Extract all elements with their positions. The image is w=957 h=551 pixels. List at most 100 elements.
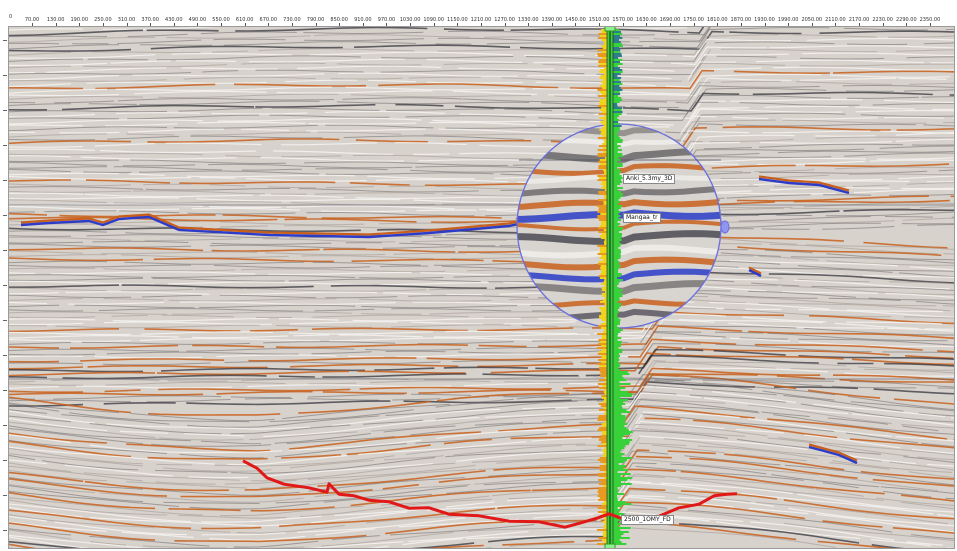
horizon-label-anki[interactable]: Anki_5.3my_3D — [623, 174, 676, 184]
blue-horizon-line[interactable] — [748, 268, 762, 278]
log-right-curve-sample — [613, 305, 621, 307]
reflector-segment — [9, 434, 72, 444]
reflector-segment — [689, 457, 858, 479]
log-right-curve-sample — [613, 103, 618, 105]
reflector-segment — [249, 431, 358, 440]
reflector-segment — [462, 98, 668, 103]
log-right-curve-sample — [613, 477, 633, 479]
reflector-segment — [755, 59, 924, 64]
interpreted-blue-horizons[interactable] — [20, 175, 858, 465]
log-right-curve-sample — [613, 225, 619, 227]
log-left-curve-sample — [599, 371, 607, 373]
log-right-curve-sample — [613, 395, 632, 397]
reflector-segment — [241, 268, 446, 273]
y-tick-mark — [3, 425, 7, 426]
log-left-curve-sample — [603, 451, 607, 453]
reflector-segment — [747, 290, 857, 298]
reflector-segment — [9, 402, 120, 414]
reflector-segment — [888, 193, 954, 197]
reflector-segment — [383, 425, 456, 433]
reflector-segment — [167, 380, 228, 382]
reflector-segment — [938, 169, 954, 172]
reflector-segment — [9, 446, 216, 465]
reflector-segment — [9, 205, 180, 211]
log-left-curve-sample — [601, 441, 607, 443]
log-right-curve-sample — [613, 369, 620, 371]
log-right-curve-sample — [613, 269, 619, 271]
reflector-segment — [88, 103, 137, 105]
reflector-segment — [163, 501, 260, 504]
reflector-segment — [211, 248, 320, 252]
reflector-segment — [916, 301, 954, 305]
log-right-curve-sample — [613, 357, 619, 359]
reflector-segment — [289, 321, 398, 325]
x-tick-mark — [221, 23, 223, 26]
reflector-segment — [361, 305, 518, 309]
reflector-segment — [660, 482, 793, 495]
interpreted-red-horizon[interactable] — [242, 459, 738, 529]
reflector-segment — [832, 460, 953, 473]
reflector-segment — [9, 392, 204, 396]
blue-horizon-line[interactable] — [758, 177, 850, 195]
log-left-curve-sample — [602, 521, 607, 523]
horizon-peak-line — [758, 175, 850, 192]
reflector-segment — [463, 382, 548, 387]
seismic-section-svg[interactable] — [9, 27, 955, 549]
reflector-segment — [106, 423, 311, 430]
reflector-segment — [268, 186, 317, 189]
reflector-segment — [9, 212, 48, 216]
log-right-curve-sample — [613, 117, 618, 119]
reflector-segment — [868, 297, 954, 301]
reflector-segment — [759, 141, 892, 144]
log-left-curve-sample — [602, 169, 607, 171]
log-right-curve-sample — [613, 469, 629, 471]
reflector-segment — [9, 447, 144, 465]
log-left-curve-sample — [603, 171, 607, 173]
log-left-curve-sample — [599, 427, 607, 429]
log-right-curve-sample — [613, 63, 623, 65]
reflector-segment — [849, 381, 954, 388]
reflector-segment — [568, 391, 677, 410]
reflector-segment — [685, 347, 890, 356]
well-head-marker[interactable] — [604, 27, 616, 32]
log-right-curve-sample — [613, 227, 623, 229]
reflector-segment — [846, 321, 943, 325]
log-right-curve-sample — [613, 373, 630, 375]
reflector-segment — [782, 285, 954, 296]
reflector-segment — [156, 55, 361, 61]
x-tick-label: 1990.00 — [777, 17, 799, 23]
reflector-segment — [192, 335, 289, 339]
log-left-curve-sample — [597, 473, 607, 475]
log-left-curve-sample — [604, 157, 607, 159]
reflector-segment — [622, 107, 659, 110]
reflector-segment — [273, 150, 394, 155]
magnifier-resize-handle[interactable] — [720, 220, 730, 234]
reflector-segment — [323, 248, 456, 253]
reflector-segment — [753, 180, 910, 186]
log-left-curve-sample — [600, 273, 607, 275]
reflector-segment — [757, 160, 866, 166]
log-left-curve-sample — [604, 447, 607, 449]
log-right-curve-sample — [613, 419, 626, 421]
reflector-segment — [752, 91, 933, 96]
reflector-segment — [102, 27, 221, 31]
log-right-curve-sample — [613, 29, 620, 31]
horizon-label-mangaa[interactable]: Mangaa_tr — [623, 213, 661, 223]
well-log-track[interactable] — [597, 27, 633, 549]
log-left-curve-sample — [599, 247, 607, 249]
log-right-curve-sample — [613, 249, 621, 251]
y-tick-mark — [3, 495, 7, 496]
blue-horizon-line[interactable] — [20, 215, 550, 239]
reflector-segment — [857, 366, 954, 371]
reflector-segment — [678, 496, 775, 507]
reflector-segment — [604, 420, 725, 440]
well-bottom-label[interactable]: 2500_1OMY_FD — [621, 515, 674, 525]
log-right-curve-sample — [613, 311, 619, 313]
reflector-segment — [306, 212, 475, 217]
reflector-segment — [103, 221, 200, 224]
blue-horizon-line[interactable] — [808, 445, 858, 465]
reflector-segment — [454, 105, 611, 110]
log-right-curve-sample — [613, 483, 632, 485]
well-td-marker[interactable] — [604, 543, 616, 549]
seismic-section-canvas[interactable]: Anki_5.3my_3D Mangaa_tr 2500_1OMY_FD — [8, 26, 955, 549]
